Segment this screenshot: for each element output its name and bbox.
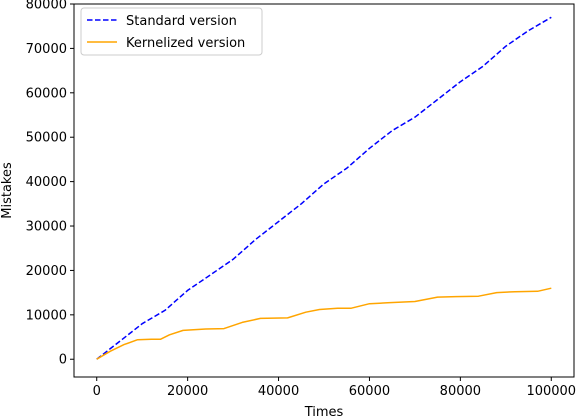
x-tick-label: 60000: [349, 384, 390, 399]
series-line-standard: [96, 16, 552, 360]
y-tick-label: 20000: [26, 264, 67, 279]
x-tick-label: 100000: [526, 384, 576, 399]
axes-frame: [73, 3, 575, 378]
x-tick-label: 0: [93, 384, 101, 399]
y-tick-label: 50000: [26, 131, 67, 146]
legend-label: Kernelized version: [126, 36, 245, 51]
y-tick-label: 40000: [26, 175, 67, 190]
series-line-kernelized: [96, 287, 552, 360]
x-tick-label: 80000: [440, 384, 481, 399]
y-axis: 0 10000 20000 30000 40000 50000 60000 70000 8000…: [26, 0, 74, 368]
legend-box: [80, 7, 263, 56]
y-tick-label: 30000: [26, 220, 67, 235]
x-axis-label: Times: [304, 405, 344, 418]
y-axis-label: Mistakes: [0, 162, 15, 219]
y-tick-label: 60000: [26, 86, 67, 101]
y-tick-label: 10000: [26, 308, 67, 323]
y-tick-label: 70000: [26, 42, 67, 57]
legend: Standard version Kernelized version: [80, 7, 263, 56]
x-axis: 0 20000 40000 60000 80000 100000: [93, 377, 576, 399]
plot-area: [96, 16, 552, 360]
x-tick-label: 20000: [167, 384, 208, 399]
y-tick-label: 0: [59, 353, 67, 368]
x-tick-label: 40000: [258, 384, 299, 399]
legend-label: Standard version: [126, 14, 237, 29]
y-tick-label: 80000: [26, 0, 67, 13]
